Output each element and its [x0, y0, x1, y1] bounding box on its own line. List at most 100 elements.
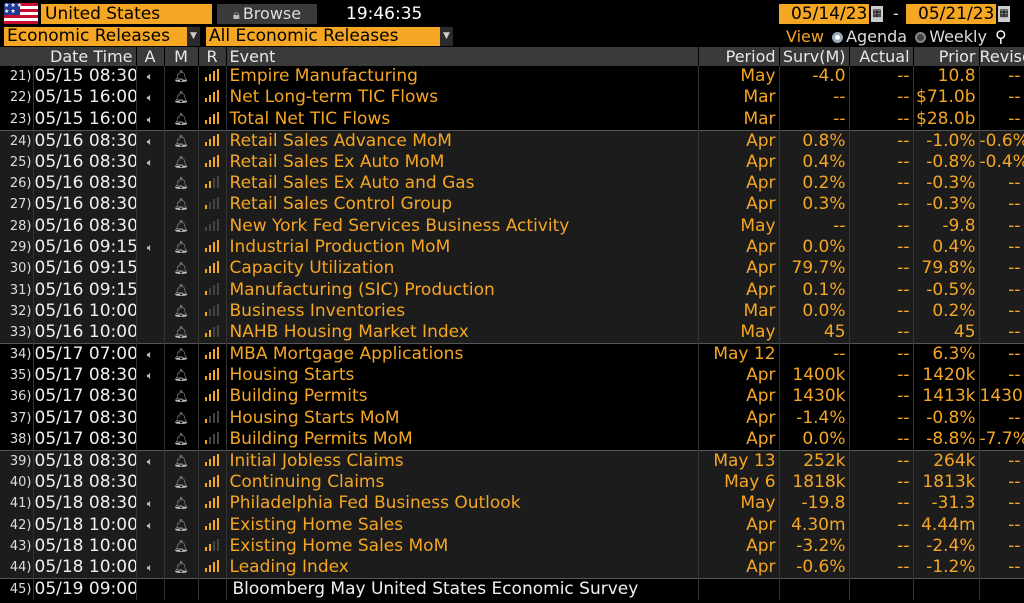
- bell-icon[interactable]: 🔔︎: [173, 538, 189, 553]
- event-name[interactable]: NAHB Housing Market Index: [226, 321, 699, 344]
- alert-cell[interactable]: [136, 407, 165, 429]
- table-row[interactable]: 45) 05/19 09:00 Bloomberg May United State…: [0, 578, 1024, 601]
- table-row[interactable]: 21) 05/15 08:30 🔈︎ 🔔︎ Empire Manufacturing Ma…: [0, 66, 1024, 88]
- table-row[interactable]: 24) 05/16 08:30 🔈︎ 🔔︎ Retail Sales Advance M…: [0, 129, 1024, 152]
- speaker-icon[interactable]: 🔈︎: [146, 347, 154, 361]
- event-name[interactable]: New York Fed Services Business Activity: [226, 215, 699, 237]
- bell-icon[interactable]: 🔔︎: [173, 111, 189, 126]
- speaker-icon[interactable]: 🔈︎: [146, 91, 154, 105]
- speaker-icon[interactable]: 🔈︎: [146, 518, 154, 532]
- weekly-radio[interactable]: [915, 32, 927, 43]
- speaker-icon[interactable]: 🔈︎: [146, 155, 154, 169]
- my-events-cell[interactable]: 🔔︎: [164, 215, 199, 237]
- col-survey[interactable]: Surv(M): [779, 47, 850, 66]
- event-name[interactable]: Retail Sales Ex Auto and Gas: [226, 172, 699, 195]
- alert-cell[interactable]: 🔈︎: [136, 66, 165, 88]
- col-prior[interactable]: Prior: [913, 47, 980, 66]
- alert-cell[interactable]: 🔈︎: [136, 151, 165, 173]
- event-name[interactable]: Retail Sales Ex Auto MoM: [226, 151, 699, 173]
- alert-cell[interactable]: [136, 386, 165, 408]
- my-events-cell[interactable]: 🔔︎: [164, 236, 199, 259]
- event-name[interactable]: Bloomberg May United States Economic Sur…: [226, 578, 699, 601]
- table-row[interactable]: 40) 05/18 08:30 🔔︎ Continuing Claims May 6 18…: [0, 471, 1024, 494]
- event-name[interactable]: Continuing Claims: [226, 471, 699, 494]
- my-events-cell[interactable]: 🔔︎: [164, 386, 199, 408]
- my-events-cell[interactable]: 🔔︎: [164, 194, 199, 216]
- alert-cell[interactable]: [136, 258, 165, 280]
- alert-cell[interactable]: [136, 172, 165, 195]
- search-icon[interactable]: ⚲: [995, 27, 1007, 46]
- event-name[interactable]: Housing Starts: [226, 364, 699, 387]
- table-row[interactable]: 36) 05/17 08:30 🔔︎ Building Permits Apr 1430k…: [0, 386, 1024, 408]
- alert-cell[interactable]: 🔈︎: [136, 514, 165, 536]
- speaker-icon[interactable]: 🔈︎: [146, 240, 154, 254]
- event-name[interactable]: Housing Starts MoM: [226, 407, 699, 429]
- agenda-option-label[interactable]: Agenda: [846, 27, 908, 46]
- alert-cell[interactable]: [136, 194, 165, 216]
- my-events-cell[interactable]: 🔔︎: [164, 321, 199, 344]
- my-events-cell[interactable]: [164, 578, 199, 601]
- table-row[interactable]: 32) 05/16 10:00 🔔︎ Business Inventories Mar 0…: [0, 300, 1024, 322]
- table-row[interactable]: 23) 05/15 16:00 🔈︎ 🔔︎ Total Net TIC Flows Mar…: [0, 108, 1024, 131]
- my-events-cell[interactable]: 🔔︎: [164, 279, 199, 301]
- col-actual[interactable]: Actual: [849, 47, 914, 66]
- table-row[interactable]: 35) 05/17 08:30 🔈︎ 🔔︎ Housing Starts Apr 1400k…: [0, 364, 1024, 387]
- table-row[interactable]: 41) 05/18 08:30 🔈︎ 🔔︎ Philadelphia Fed Busin…: [0, 493, 1024, 515]
- event-name[interactable]: Manufacturing (SIC) Production: [226, 279, 699, 301]
- speaker-icon[interactable]: 🔈︎: [146, 561, 154, 575]
- my-events-cell[interactable]: 🔔︎: [164, 407, 199, 429]
- my-events-cell[interactable]: 🔔︎: [164, 300, 199, 322]
- bell-icon[interactable]: 🔔︎: [173, 560, 189, 575]
- bell-icon[interactable]: 🔔︎: [173, 154, 189, 169]
- alert-cell[interactable]: 🔈︎: [136, 493, 165, 515]
- my-events-cell[interactable]: 🔔︎: [164, 66, 199, 88]
- alert-cell[interactable]: [136, 535, 165, 558]
- bell-icon[interactable]: 🔔︎: [173, 475, 189, 489]
- bell-icon[interactable]: 🔔︎: [173, 346, 189, 361]
- my-events-cell[interactable]: 🔔︎: [164, 514, 199, 536]
- alert-cell[interactable]: [136, 578, 165, 601]
- my-events-cell[interactable]: 🔔︎: [164, 428, 199, 451]
- speaker-icon[interactable]: 🔈︎: [146, 134, 154, 148]
- bell-icon[interactable]: 🔔︎: [173, 90, 189, 105]
- col-event[interactable]: Event: [226, 47, 699, 66]
- weekly-option-label[interactable]: Weekly: [929, 27, 987, 46]
- table-row[interactable]: 37) 05/17 08:30 🔔︎ Housing Starts MoM Apr -1.…: [0, 407, 1024, 429]
- bell-icon[interactable]: 🔔︎: [173, 431, 189, 446]
- bell-icon[interactable]: 🔔︎: [173, 261, 189, 276]
- alert-cell[interactable]: 🔈︎: [136, 449, 165, 472]
- calendar-icon[interactable]: ▦: [998, 6, 1010, 22]
- table-row[interactable]: 30) 05/16 09:15 🔔︎ Capacity Utilization Apr 7…: [0, 258, 1024, 280]
- category-dropdown[interactable]: Economic Releases: [4, 27, 187, 46]
- event-name[interactable]: Building Permits: [226, 386, 699, 408]
- alert-cell[interactable]: 🔈︎: [136, 108, 165, 131]
- bell-icon[interactable]: 🔔︎: [173, 324, 189, 339]
- bell-icon[interactable]: 🔔︎: [173, 197, 189, 212]
- col-period[interactable]: Period: [698, 47, 780, 66]
- calendar-icon[interactable]: ▦: [871, 6, 883, 22]
- chevron-down-icon[interactable]: ▼: [440, 27, 453, 46]
- event-name[interactable]: Business Inventories: [226, 300, 699, 322]
- table-row[interactable]: 44) 05/18 10:00 🔈︎ 🔔︎ Leading Index Apr -0.6% -…: [0, 557, 1024, 579]
- event-name[interactable]: Retail Sales Control Group: [226, 194, 699, 216]
- speaker-icon[interactable]: 🔈︎: [146, 112, 154, 126]
- table-row[interactable]: 34) 05/17 07:00 🔈︎ 🔔︎ MBA Mortgage Applicati…: [0, 342, 1024, 365]
- event-name[interactable]: Empire Manufacturing: [226, 66, 699, 88]
- table-row[interactable]: 33) 05/16 10:00 🔔︎ NAHB Housing Market Inde…: [0, 321, 1024, 344]
- alert-cell[interactable]: 🔈︎: [136, 557, 165, 579]
- alert-cell[interactable]: 🔈︎: [136, 364, 165, 387]
- event-name[interactable]: Philadelphia Fed Business Outlook: [226, 493, 699, 515]
- browse-button[interactable]: 🔒︎ Browse: [217, 4, 317, 24]
- bell-icon[interactable]: 🔔︎: [173, 517, 189, 532]
- alert-cell[interactable]: [136, 215, 165, 237]
- chevron-down-icon[interactable]: ▼: [187, 27, 200, 46]
- my-events-cell[interactable]: 🔔︎: [164, 172, 199, 195]
- bell-icon[interactable]: 🔔︎: [173, 389, 189, 404]
- alert-cell[interactable]: 🔈︎: [136, 342, 165, 365]
- table-row[interactable]: 29) 05/16 09:15 🔈︎ 🔔︎ Industrial Production …: [0, 236, 1024, 259]
- event-name[interactable]: Existing Home Sales MoM: [226, 535, 699, 558]
- event-name[interactable]: Net Long-term TIC Flows: [226, 87, 699, 109]
- table-row[interactable]: 31) 05/16 09:15 🔔︎ Manufacturing (SIC) Prod…: [0, 279, 1024, 301]
- event-name[interactable]: Leading Index: [226, 557, 699, 579]
- event-name[interactable]: Existing Home Sales: [226, 514, 699, 536]
